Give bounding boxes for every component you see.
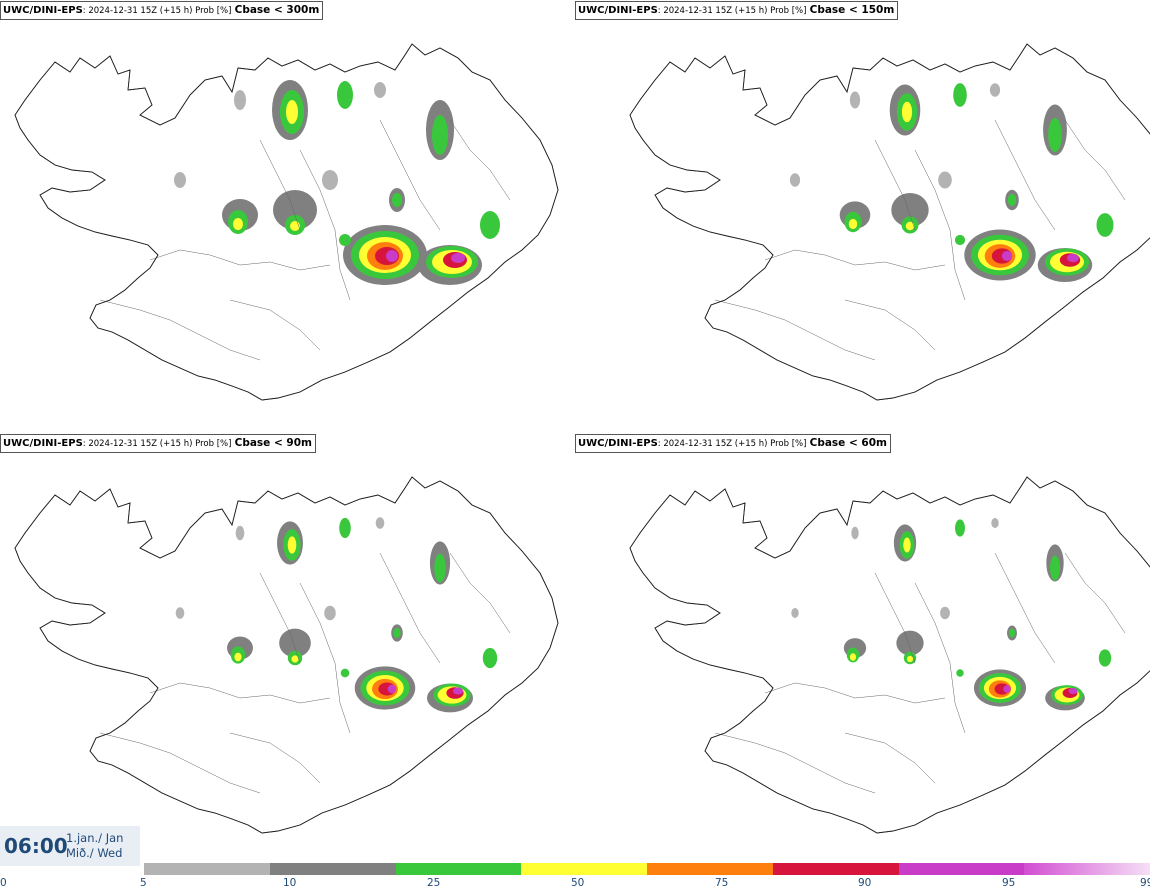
map-panel-300m: UWC/DINI-EPS: 2024-12-31 15Z (+15 h) Pro…: [0, 0, 575, 430]
colorbar-segment: [772, 863, 899, 875]
run-info: : 2024-12-31 15Z (+15 h) Prob [%]: [82, 439, 232, 449]
colorbar-tick-label: 95: [1002, 877, 1016, 889]
panel-title: UWC/DINI-EPS: 2024-12-31 15Z (+15 h) Pro…: [575, 1, 899, 20]
panel-title: UWC/DINI-EPS: 2024-12-31 15Z (+15 h) Pro…: [0, 1, 324, 20]
colorbar-segment: [1024, 863, 1150, 875]
valid-date-line1: 1.jan./ Jan: [66, 831, 124, 845]
variable-name: Cbase < 90m: [234, 437, 312, 449]
iceland-probability-map: [629, 43, 1150, 401]
valid-time-box: 06:00 1.jan./ Jan Mið./ Wed: [0, 826, 140, 866]
colorbar-tick-label: 10: [283, 877, 297, 889]
colorbar-segment: [144, 863, 271, 875]
map-panel-90m: UWC/DINI-EPS: 2024-12-31 15Z (+15 h) Pro…: [0, 433, 575, 863]
model-name: UWC/DINI-EPS: [578, 438, 658, 449]
iceland-probability-map: [629, 476, 1150, 834]
run-info: : 2024-12-31 15Z (+15 h) Prob [%]: [82, 6, 232, 16]
iceland-probability-map: [14, 43, 559, 401]
valid-time: 06:00: [4, 834, 68, 858]
run-info: : 2024-12-31 15Z (+15 h) Prob [%]: [657, 6, 807, 16]
model-name: UWC/DINI-EPS: [3, 438, 83, 449]
colorbar-segment: [898, 863, 1025, 875]
colorbar-segment: [395, 863, 522, 875]
colorbar-tick-label: 25: [427, 877, 441, 889]
colorbar-tick-label: 75: [715, 877, 729, 889]
iceland-probability-map: [14, 476, 559, 834]
colorbar-tick-label: 50: [571, 877, 585, 889]
valid-date-line2: Mið./ Wed: [66, 846, 123, 860]
colorbar-tick-label: 5: [140, 877, 147, 889]
colorbar-segment: [647, 863, 774, 875]
colorbar-tick-label: 90: [858, 877, 872, 889]
model-name: UWC/DINI-EPS: [578, 5, 658, 16]
probability-colorbar: [144, 863, 1150, 875]
panel-title: UWC/DINI-EPS: 2024-12-31 15Z (+15 h) Pro…: [0, 434, 316, 453]
map-panel-150m: UWC/DINI-EPS: 2024-12-31 15Z (+15 h) Pro…: [575, 0, 1150, 430]
colorbar-segment: [269, 863, 396, 875]
colorbar-tick-label: 99: [1140, 877, 1150, 889]
valid-date: 1.jan./ Jan Mið./ Wed: [66, 831, 123, 861]
model-name: UWC/DINI-EPS: [3, 5, 83, 16]
panel-title: UWC/DINI-EPS: 2024-12-31 15Z (+15 h) Pro…: [575, 434, 891, 453]
colorbar-tick-label: 0: [0, 877, 7, 889]
colorbar-segment: [521, 863, 648, 875]
variable-name: Cbase < 150m: [809, 4, 895, 16]
map-panel-60m: UWC/DINI-EPS: 2024-12-31 15Z (+15 h) Pro…: [575, 433, 1150, 863]
variable-name: Cbase < 300m: [234, 4, 320, 16]
run-info: : 2024-12-31 15Z (+15 h) Prob [%]: [657, 439, 807, 449]
variable-name: Cbase < 60m: [809, 437, 887, 449]
